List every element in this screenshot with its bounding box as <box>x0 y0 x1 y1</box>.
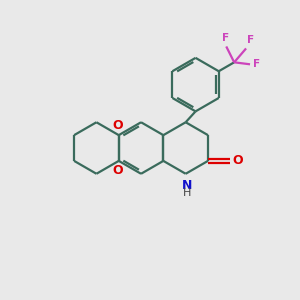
Text: O: O <box>112 119 123 132</box>
Text: F: F <box>222 34 229 44</box>
Text: N: N <box>182 179 192 192</box>
Text: F: F <box>253 59 260 69</box>
Text: O: O <box>233 154 243 167</box>
Text: O: O <box>112 164 123 177</box>
Text: F: F <box>247 35 254 46</box>
Text: H: H <box>182 188 191 198</box>
